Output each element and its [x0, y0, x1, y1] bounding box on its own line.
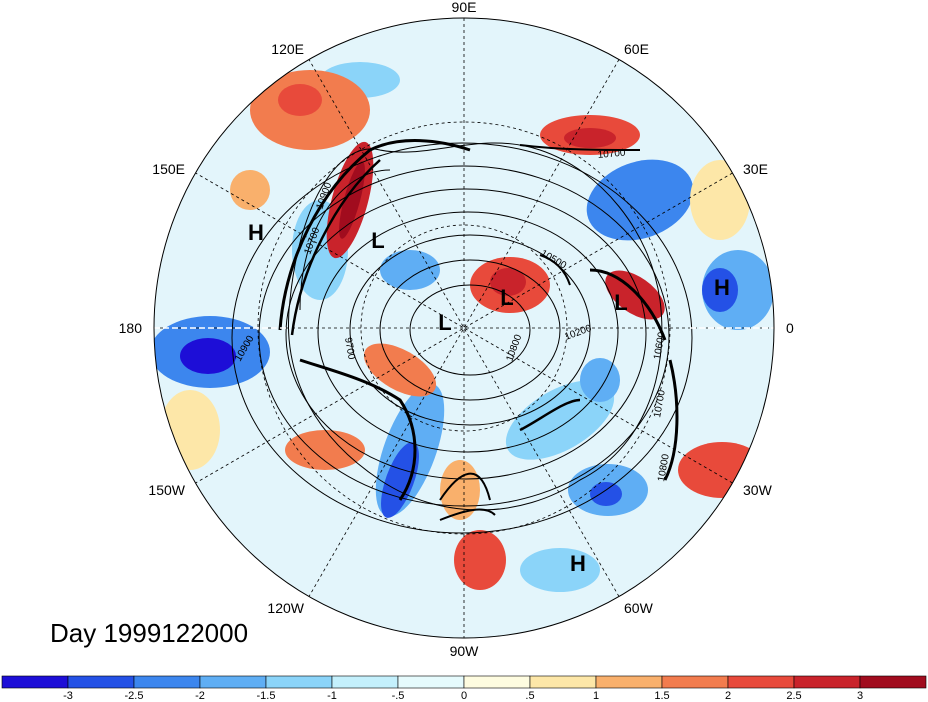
colorbar-tick-label: 0	[461, 690, 467, 702]
colorbar-tick-label: 1	[593, 690, 599, 702]
height-contours	[231, 139, 693, 534]
high-center-label: H	[248, 220, 264, 245]
low-center-label: L	[500, 285, 513, 310]
colorbar-swatch	[727, 675, 795, 689]
longitude-label-30w: 30W	[743, 482, 773, 498]
colorbar-swatch	[265, 675, 333, 689]
low-center-label: L	[438, 310, 451, 335]
longitude-label-150e: 150E	[152, 161, 185, 177]
longitude-label-90e: 90E	[452, 0, 477, 15]
colorbar-tick-label: -2	[195, 690, 205, 702]
high-center-label: H	[570, 551, 586, 576]
contour-value-label: 10600	[652, 331, 668, 361]
colorbar-tick-label: -1	[327, 690, 337, 702]
colorbar-swatch	[793, 675, 861, 689]
map-boundary	[153, 17, 775, 639]
longitude-label-0: 0	[786, 320, 794, 336]
date-label: Day 1999122000	[50, 618, 249, 648]
longitude-label-120w: 120W	[267, 600, 304, 616]
colorbar-swatch	[67, 675, 135, 689]
colorbar-swatch	[859, 675, 927, 689]
longitude-label-150w: 150W	[148, 482, 185, 498]
colorbar-swatch	[1, 675, 69, 689]
high-center-label: H	[714, 275, 730, 300]
colorbar-swatch	[463, 675, 531, 689]
colorbar-tick-label: -3	[63, 690, 73, 702]
colorbar-tick-label: 2.5	[786, 690, 801, 702]
colorbar-swatch	[595, 675, 663, 689]
contour-value-label: 10700	[597, 148, 626, 161]
colorbar-tick-label: -1.5	[257, 690, 276, 702]
longitude-label-60w: 60W	[624, 600, 654, 616]
contour-value-label: 10800	[656, 453, 672, 483]
low-center-label: L	[614, 290, 627, 315]
colorbar-swatch	[661, 675, 729, 689]
contour-value-label: 9700	[342, 337, 357, 361]
longitude-label-30e: 30E	[743, 161, 768, 177]
colorbar-tick-label: -2.5	[125, 690, 144, 702]
colorbar-swatch	[529, 675, 597, 689]
colorbar-tick-label: 3	[857, 690, 863, 702]
colorbar-swatch	[133, 675, 201, 689]
colorbar: -3 -2.5 -2 -1.5 -1 -.5 0 .5 1 1.5 2 2.5 3	[1, 675, 927, 702]
colorbar-swatch	[199, 675, 267, 689]
colorbar-swatch	[397, 675, 465, 689]
colorbar-tick-label: 2	[725, 690, 731, 702]
longitude-label-120e: 120E	[271, 41, 304, 57]
colorbar-tick-label: 1.5	[654, 690, 669, 702]
longitude-label-90w: 90W	[450, 643, 480, 659]
colorbar-tick-label: .5	[525, 690, 534, 702]
contour-value-label: 10700	[652, 389, 668, 419]
colorbar-swatch	[331, 675, 399, 689]
longitude-label-60e: 60E	[624, 41, 649, 57]
longitude-label-180: 180	[119, 320, 143, 336]
low-center-label: L	[371, 228, 384, 253]
colorbar-tick-label: -.5	[392, 690, 405, 702]
